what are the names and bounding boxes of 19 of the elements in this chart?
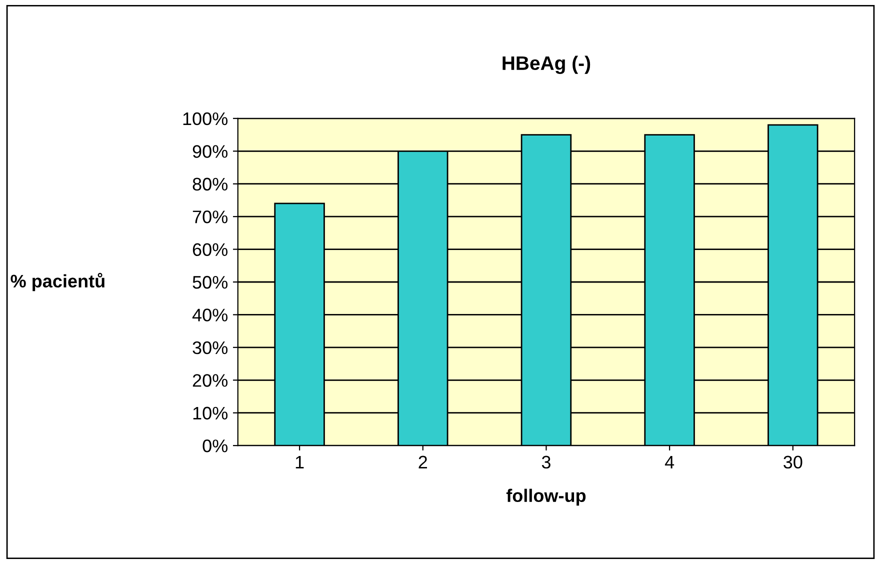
y-tick-label: 50% — [192, 276, 228, 289]
y-tick-label: 20% — [192, 374, 228, 387]
x-tick-label: 1 — [296, 456, 304, 468]
y-tick-label: 40% — [192, 308, 228, 322]
y-axis-title: % pacientů — [10, 272, 104, 292]
y-tick-label: 30% — [192, 341, 228, 354]
x-tick-label: 30 — [784, 456, 802, 469]
y-tick-label: 0% — [202, 439, 228, 452]
y-tick-label: 10% — [193, 406, 228, 420]
y-tick-label: 100% — [183, 112, 228, 126]
y-tick-label: 90% — [192, 145, 228, 158]
x-tick-label: 3 — [542, 456, 550, 469]
x-tick-label: 4 — [664, 456, 674, 468]
y-tick-label: 80% — [192, 178, 228, 191]
chart-title: HBeAg (-) — [502, 56, 590, 74]
y-tick-label: 70% — [192, 210, 228, 224]
y-tick-label: 60% — [192, 243, 228, 256]
x-tick-label: 2 — [418, 456, 427, 468]
x-axis-title: follow-up — [506, 488, 586, 506]
